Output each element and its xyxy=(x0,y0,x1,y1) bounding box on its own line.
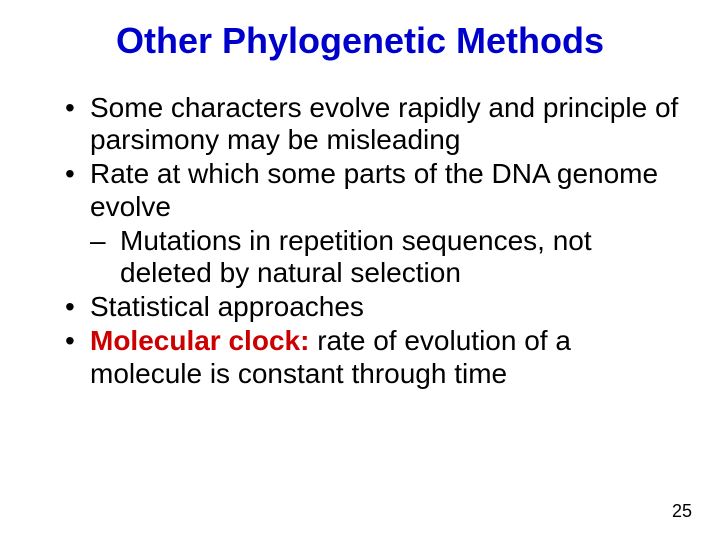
sub-bullet-item: Mutations in repetition sequences, not d… xyxy=(65,225,690,289)
bullet-item: Molecular clock: rate of evolution of a … xyxy=(65,325,690,389)
bullet-item: Some characters evolve rapidly and princ… xyxy=(65,92,690,156)
highlight-label: Molecular clock: xyxy=(90,325,317,356)
page-number: 25 xyxy=(672,501,692,522)
bullet-text: Some characters evolve rapidly and princ… xyxy=(90,92,678,155)
bullet-text: Statistical approaches xyxy=(90,291,364,322)
slide-title: Other Phylogenetic Methods xyxy=(30,20,690,62)
slide: Other Phylogenetic Methods Some characte… xyxy=(0,0,720,540)
bullet-item: Statistical approaches xyxy=(65,291,690,323)
sub-bullet-text: Mutations in repetition sequences, not d… xyxy=(120,225,592,288)
bullet-text: Rate at which some parts of the DNA geno… xyxy=(90,158,658,221)
slide-body: Some characters evolve rapidly and princ… xyxy=(30,92,690,390)
bullet-item: Rate at which some parts of the DNA geno… xyxy=(65,158,690,222)
